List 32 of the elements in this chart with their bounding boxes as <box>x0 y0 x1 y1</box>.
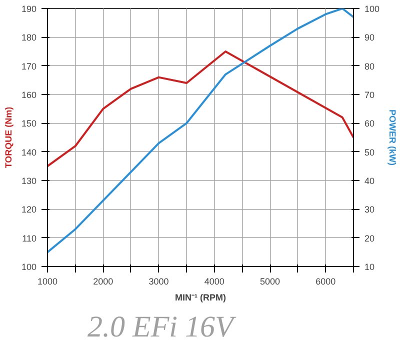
y-tick-label: 160 <box>21 90 37 100</box>
y2-tick-label: 80 <box>364 61 375 72</box>
y2-tick-label: 70 <box>364 90 375 100</box>
x-tick-label: 2000 <box>93 276 114 286</box>
y-tick-label: 180 <box>21 32 37 43</box>
y-tick-label: 170 <box>21 61 37 72</box>
y2-tick-label: 20 <box>364 233 375 244</box>
line-series <box>48 50 354 168</box>
y2-tick-label: 50 <box>364 147 375 158</box>
y-tick-label: 150 <box>21 118 37 129</box>
y2-tick-label: 10 <box>364 262 375 272</box>
y-axis-title: TORQUE (Nm) <box>3 106 14 168</box>
text: 2.0 EFi 16V <box>88 310 237 344</box>
y2-tick-label: 30 <box>364 204 375 215</box>
y-tick-label: 120 <box>21 204 37 215</box>
y-tick-label: 110 <box>22 233 37 244</box>
y-tick-label: 100 <box>21 262 37 272</box>
line-series <box>48 8 354 254</box>
y-tick-label: 140 <box>21 147 37 158</box>
y2-tick-label: 40 <box>364 176 375 186</box>
x-tick-label: 5000 <box>260 276 280 286</box>
y-tick-label: 130 <box>21 176 37 186</box>
y2-tick-label: 60 <box>364 118 375 129</box>
x-tick-label: 6000 <box>316 276 336 286</box>
y2-tick-label: 100 <box>364 4 380 14</box>
x-tick-label: 1000 <box>37 276 58 286</box>
x-axis-title: MIN⁻¹ (RPM) <box>175 292 226 302</box>
x-tick-label: 4000 <box>204 276 224 286</box>
y2-tick-label: 90 <box>364 32 375 43</box>
x-tick-label: 3000 <box>148 276 169 286</box>
y2-axis-title: POWER (kW) <box>388 110 398 166</box>
y-tick-label: 190 <box>21 4 37 14</box>
